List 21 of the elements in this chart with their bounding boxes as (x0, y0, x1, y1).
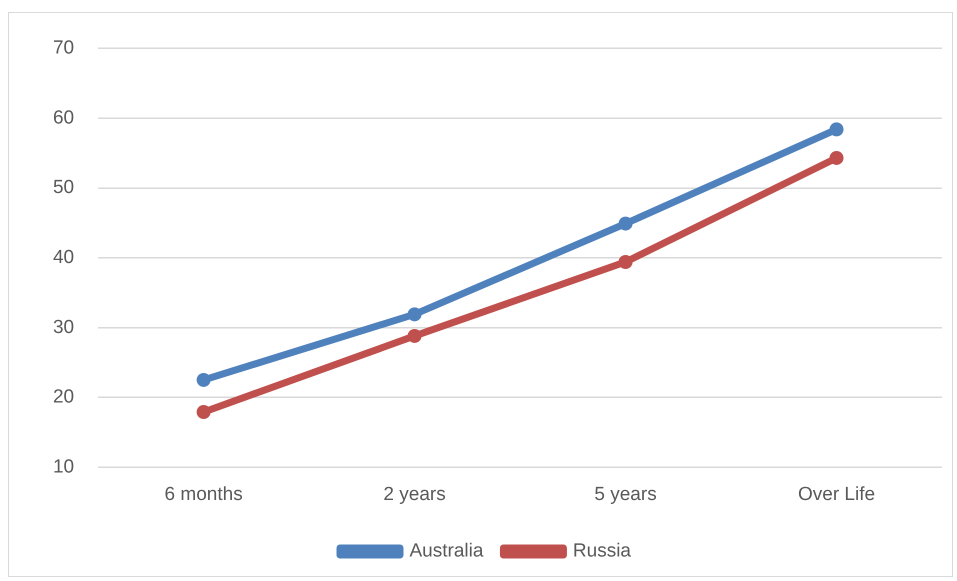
y-tick-label: 20 (52, 386, 74, 408)
y-tick-label: 60 (52, 107, 74, 128)
point (408, 328, 422, 343)
y-tick-label: 50 (52, 177, 74, 198)
point (618, 254, 633, 269)
y-tick-label: 30 (52, 316, 74, 338)
legend-label: Australia (410, 540, 484, 562)
point (196, 372, 211, 387)
legend-label: Russia (572, 540, 632, 562)
x-tick-label: 5 years (594, 484, 657, 505)
x-tick-label: Over Life (798, 484, 876, 505)
point (196, 405, 211, 420)
x-tick-label: 2 years (383, 484, 446, 505)
y-tick-label: 10 (52, 456, 74, 478)
point (618, 216, 633, 231)
point (408, 307, 422, 322)
point (830, 150, 844, 165)
y-tick-label: 40 (52, 247, 74, 268)
y-tick-label: 70 (52, 38, 74, 59)
x-tick-label: 6 months (164, 484, 243, 505)
point (830, 122, 844, 136)
